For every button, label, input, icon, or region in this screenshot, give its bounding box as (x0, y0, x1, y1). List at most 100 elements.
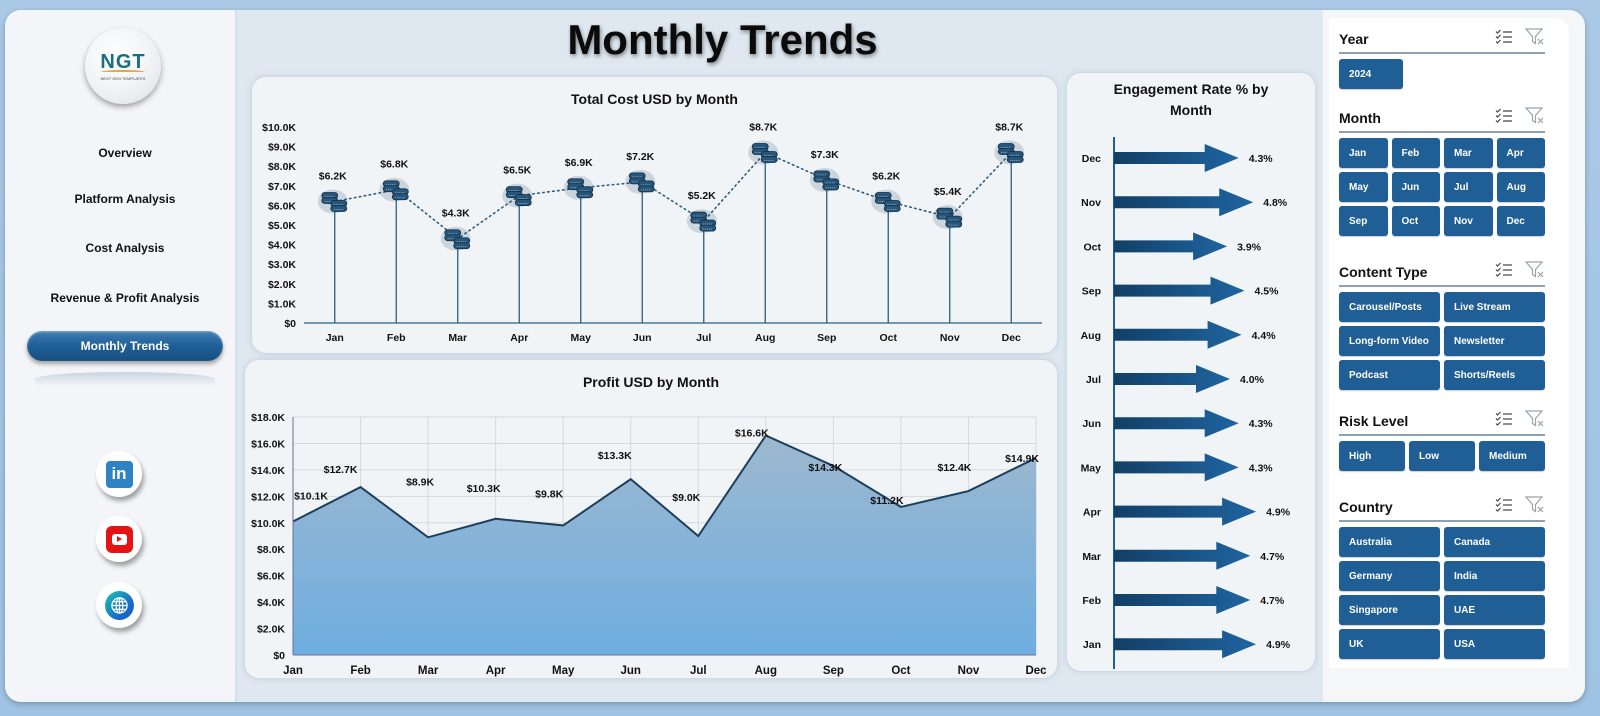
y-tick-label: $16.0K (251, 438, 285, 450)
nav-overview[interactable]: Overview (27, 138, 223, 168)
logo-text: NGT (100, 51, 146, 73)
data-label: $9.8K (535, 488, 563, 500)
filter-option-uae[interactable]: UAE (1444, 595, 1545, 625)
x-tick-label: Mar (418, 665, 439, 677)
filter-option-sep[interactable]: Sep (1339, 206, 1388, 236)
nav-cost-analysis[interactable]: Cost Analysis (27, 233, 223, 263)
filter-option-uk[interactable]: UK (1339, 629, 1440, 659)
filter-month-label: Month (1339, 110, 1381, 126)
filter-option-australia[interactable]: Australia (1339, 527, 1440, 557)
filter-option-jan[interactable]: Jan (1339, 138, 1388, 168)
nav-label: Monthly Trends (80, 339, 170, 353)
filter-option-feb[interactable]: Feb (1391, 138, 1440, 168)
filter-option-carousel-posts[interactable]: Carousel/Posts (1339, 292, 1440, 322)
filter-option-shorts-reels[interactable]: Shorts/Reels (1444, 360, 1545, 390)
page-title: Monthly Trends (567, 16, 878, 63)
filter-option-germany[interactable]: Germany (1339, 561, 1440, 591)
y-tick-label: $14.0K (251, 465, 285, 477)
y-tick-label: $8.0K (268, 161, 296, 173)
filter-year-label: Year (1339, 31, 1369, 47)
linkedin-button[interactable]: in (96, 451, 142, 497)
filter-option-canada[interactable]: Canada (1444, 527, 1545, 557)
filter-option-podcast[interactable]: Podcast (1339, 360, 1440, 390)
filter-option-medium[interactable]: Medium (1479, 441, 1545, 471)
filter-option-live-stream[interactable]: Live Stream (1444, 292, 1545, 322)
data-label: $6.2K (872, 170, 900, 182)
coin-stack-icon (440, 226, 471, 251)
nav-label: Revenue & Profit Analysis (50, 291, 200, 305)
data-label: 4.9% (1266, 639, 1291, 651)
data-label: 4.3% (1249, 418, 1274, 430)
filter-option-high[interactable]: High (1339, 441, 1405, 471)
nav-label: Platform Analysis (74, 192, 176, 206)
profit-area (293, 435, 1036, 655)
clear-filter-icon[interactable] (1524, 409, 1545, 433)
x-tick-label: Aug (755, 665, 777, 677)
total-cost-chart: $0 $1.0K $2.0K $3.0K $4.0K $5.0K $6.0K $7.0K $8.… (262, 121, 1042, 344)
x-tick-label: Jul (690, 665, 707, 677)
nav-reflection (35, 372, 215, 386)
filter-option-singapore[interactable]: Singapore (1339, 595, 1440, 625)
engagement-chart-card: Engagement Rate % by Month Dec 4.3% Nov 4.8… (1067, 73, 1315, 671)
y-tick-label: $10.0K (262, 122, 296, 134)
data-label: $4.3K (442, 208, 470, 220)
filter-option-apr[interactable]: Apr (1496, 138, 1545, 168)
filter-month-options: Jan Feb Mar Apr May Jun Jul Aug Sep Oct Nov Dec (1339, 138, 1545, 236)
data-label: $10.1K (294, 490, 328, 502)
clear-filter-icon[interactable] (1524, 495, 1545, 519)
youtube-button[interactable] (96, 516, 142, 562)
filter-option-usa[interactable]: USA (1444, 629, 1545, 659)
filter-option-dec[interactable]: Dec (1496, 206, 1545, 236)
y-tick-label: $4.0K (268, 240, 296, 252)
globe-icon (104, 590, 134, 620)
filter-option-aug[interactable]: Aug (1496, 172, 1545, 202)
y-tick-label: Jan (1083, 639, 1101, 651)
clear-filter-icon[interactable] (1524, 260, 1545, 284)
multi-select-icon[interactable] (1495, 108, 1513, 129)
y-tick-label: Oct (1083, 241, 1101, 253)
filter-option-newsletter[interactable]: Newsletter (1444, 326, 1545, 356)
filter-option-mar[interactable]: Mar (1444, 138, 1493, 168)
filter-option-india[interactable]: India (1444, 561, 1545, 591)
filter-risk-level-options: High Low Medium (1339, 441, 1545, 471)
y-tick-label: $0 (273, 650, 285, 662)
coin-stack-icon (379, 177, 410, 202)
website-button[interactable] (96, 582, 142, 628)
filter-option-jun[interactable]: Jun (1391, 172, 1440, 202)
data-label: 4.3% (1249, 153, 1274, 165)
multi-select-icon[interactable] (1495, 29, 1513, 50)
engagement-arrow (1114, 586, 1251, 614)
multi-select-icon[interactable] (1495, 262, 1513, 283)
clear-filter-icon[interactable] (1524, 106, 1545, 130)
data-label: 4.0% (1240, 374, 1265, 386)
x-tick-label: Nov (940, 332, 960, 344)
y-tick-label: May (1081, 462, 1102, 474)
filter-option-long-form-video[interactable]: Long-form Video (1339, 326, 1440, 356)
nav-monthly-trends[interactable]: Monthly Trends (27, 331, 223, 361)
clear-filter-icon[interactable] (1524, 27, 1545, 51)
filter-option-low[interactable]: Low (1409, 441, 1475, 471)
filter-risk-level-label: Risk Level (1339, 413, 1409, 429)
nav-platform-analysis[interactable]: Platform Analysis (27, 184, 223, 214)
filter-option-oct[interactable]: Oct (1391, 206, 1440, 236)
logo-wave-icon (101, 70, 145, 74)
profit-line (292, 434, 1037, 539)
x-tick-label: Dec (1002, 332, 1021, 344)
filter-option-2024[interactable]: 2024 (1339, 59, 1403, 89)
data-label: $13.3K (598, 450, 632, 462)
x-tick-label: Apr (510, 332, 528, 344)
y-tick-label: $5.0K (268, 220, 296, 232)
nav-revenue-profit-analysis[interactable]: Revenue & Profit Analysis (27, 283, 223, 313)
multi-select-icon[interactable] (1495, 497, 1513, 518)
y-tick-label: Jul (1086, 374, 1101, 386)
filter-option-nov[interactable]: Nov (1444, 206, 1493, 236)
filter-option-jul[interactable]: Jul (1444, 172, 1493, 202)
multi-select-icon[interactable] (1495, 411, 1513, 432)
data-label: $11.2K (870, 495, 904, 507)
data-label: $6.5K (503, 165, 531, 177)
x-tick-label: Jul (696, 332, 711, 344)
coin-stack-icon (686, 209, 717, 234)
coin-stack-icon (563, 175, 594, 200)
x-tick-label: May (552, 665, 575, 677)
filter-option-may[interactable]: May (1339, 172, 1388, 202)
